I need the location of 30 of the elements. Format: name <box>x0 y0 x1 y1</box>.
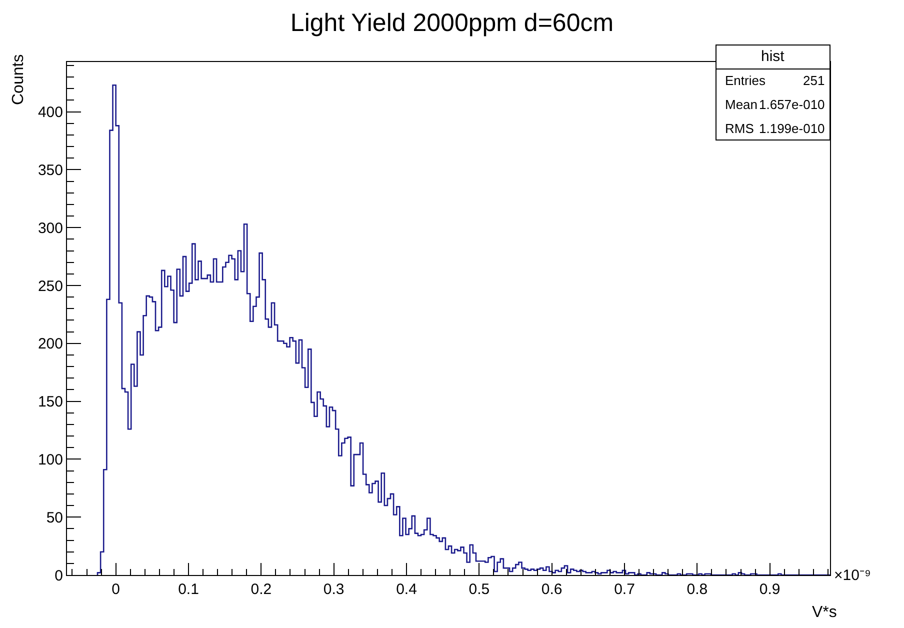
y-tick-label: 250 <box>38 278 63 295</box>
y-tick-label: 150 <box>38 394 63 411</box>
text: ×10⁻⁹ <box>834 567 871 584</box>
y-tick-label: 350 <box>38 162 63 179</box>
y-axis-title: Counts <box>10 54 27 105</box>
x-tick-label: 0.4 <box>396 581 417 598</box>
chart-title: Light Yield 2000ppm d=60cm <box>290 8 614 37</box>
annotation: 1.657e-010 <box>759 97 825 112</box>
annotation: hist <box>761 48 786 65</box>
annotation: RMS <box>725 121 754 136</box>
y-tick-label: 300 <box>38 220 63 237</box>
x-tick-label: 0.8 <box>686 581 708 598</box>
annotation: 251 <box>803 73 825 88</box>
y-tick-label: 0 <box>54 567 63 584</box>
y-tick-label: 200 <box>38 336 63 353</box>
x-tick-label: 0.6 <box>541 581 562 598</box>
x-tick-label: 0.1 <box>178 581 199 598</box>
y-tick-label: 400 <box>38 104 63 122</box>
y-tick-label: 100 <box>38 451 63 468</box>
annotation: Entries <box>725 73 766 88</box>
x-tick-label: 0.3 <box>323 581 344 598</box>
x-tick-label: 0.7 <box>614 581 635 598</box>
annotation: 1.199e-010 <box>759 121 825 136</box>
annotation: Mean <box>725 97 758 112</box>
x-tick-label: 0 <box>112 581 120 598</box>
x-axis-title: V*s <box>812 604 837 621</box>
x-tick-label: 0.2 <box>250 581 272 598</box>
y-tick-label: 50 <box>46 509 63 526</box>
x-tick-label: 0.5 <box>468 581 490 598</box>
x-tick-label: 0.9 <box>759 581 780 598</box>
